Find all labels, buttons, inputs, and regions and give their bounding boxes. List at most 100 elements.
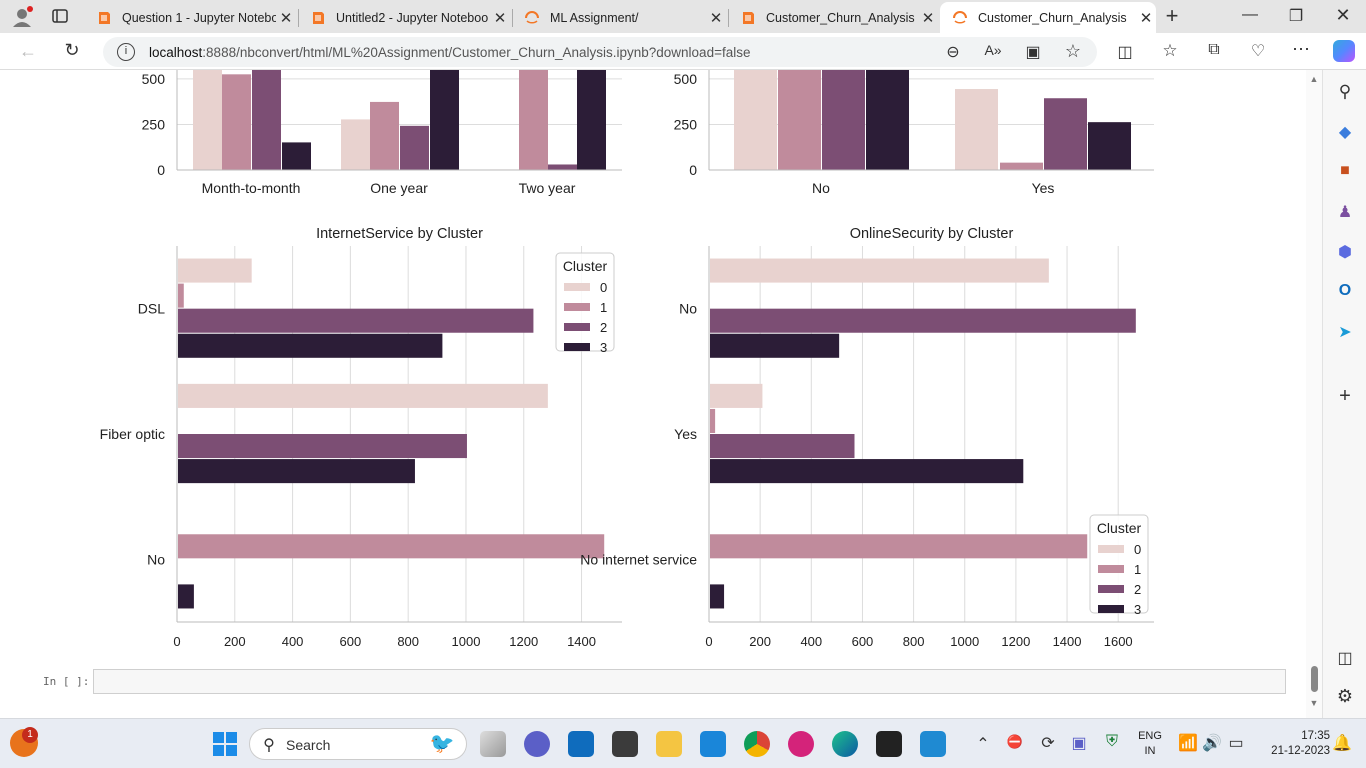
zoom-out-icon[interactable]: ⊖ [946,44,960,61]
clock-date: 21-12-2023 [1271,745,1330,757]
tab-ml-assignment[interactable]: ML Assignment/ ✕ [512,2,726,33]
x-tick-label: 1400 [567,634,596,649]
teams-tray-icon[interactable]: ▣ [1071,735,1087,752]
sync-icon[interactable]: ⟳ [1041,735,1055,752]
tab-title: Untitled2 - Jupyter Noteboo [336,10,489,25]
add-sidebar-app-icon[interactable]: + [1339,385,1351,407]
back-icon[interactable]: ← [19,41,37,61]
x-tick-label: 0 [173,634,180,649]
favorites-icon[interactable]: ☆ [1162,41,1178,60]
notification-bell-icon[interactable]: 🔔 [1332,735,1352,752]
page-scrollbar[interactable]: ▲ ▼ [1306,70,1322,718]
address-bar[interactable]: i localhost:8888/nbconvert/html/ML%20Ass… [103,37,1097,67]
top-right-bar [822,70,865,170]
games-chess-icon[interactable]: ♟ [1337,204,1353,221]
language-indicator[interactable]: ENG IN [1134,729,1166,759]
x-tick-label: 600 [852,634,874,649]
x-tick-label: 0 [705,634,712,649]
tab-customer-churn-active[interactable]: Customer_Churn_Analysis ✕ [940,2,1156,33]
window-close-icon[interactable]: ✕ [1335,5,1351,25]
code-cell-input[interactable] [93,669,1286,694]
wifi-icon[interactable]: 📶 [1178,735,1198,752]
top-left-bar [282,142,311,170]
url-path: :8888/nbconvert/html/ML%20Assignment/Cus… [202,45,751,60]
chrome-icon[interactable] [744,731,770,757]
legend-label: 0 [1134,542,1141,557]
show-hidden-icons-chevron-icon[interactable]: ⌃ [976,736,990,753]
browser-tab-bar: Question 1 - Jupyter Notebo ✕ Untitled2 … [0,0,1366,33]
hide-sidebar-icon[interactable]: ◫ [1337,650,1353,667]
edge-browser-icon[interactable] [832,731,858,757]
microsoft365-icon[interactable]: ⬢ [1338,244,1352,261]
restore-icon[interactable]: ❐ [1288,8,1304,25]
legend-swatch [1098,545,1124,553]
x-tick-label: 1400 [1053,634,1082,649]
close-icon[interactable]: ✕ [493,9,507,27]
shopping-tag-icon[interactable]: ◆ [1338,124,1352,141]
copilot-icon[interactable] [1333,40,1355,62]
profile-avatar-icon[interactable] [10,5,34,29]
browser-essentials-icon[interactable]: ♡ [1250,43,1266,60]
microsoft-store-icon[interactable] [700,731,726,757]
tab-title: Customer_Churn_Analysis - [766,10,918,25]
terminal-icon[interactable] [876,731,902,757]
x-tick-label: 800 [903,634,925,649]
jupyter-loading-icon [525,10,539,24]
close-icon[interactable]: ✕ [279,9,293,27]
more-options-icon[interactable]: ⋯ [1292,39,1310,59]
bar-cluster-1 [178,534,605,559]
tab-actions-icon[interactable] [50,7,70,27]
volume-icon[interactable]: 🔊 [1202,735,1222,752]
split-screen-icon[interactable]: ◫ [1117,44,1133,61]
top-left-bar [577,70,606,170]
reload-icon[interactable]: ↻ [64,40,80,60]
y-category-label: Yes [674,426,697,442]
outlook-icon[interactable]: O [1338,282,1352,299]
info-icon[interactable]: i [117,43,135,61]
scroll-down-icon[interactable]: ▼ [1309,698,1319,708]
search-icon[interactable]: ⚲ [1338,82,1352,101]
start-windows-icon[interactable] [212,731,238,757]
close-icon[interactable]: ✕ [921,9,935,27]
sublime-text-icon[interactable] [612,731,638,757]
top-left-bar [193,70,222,170]
bar-cluster-2 [710,434,855,459]
bar-cluster-1 [178,283,184,308]
mail-icon[interactable] [568,731,594,757]
bar-cluster-3 [178,584,194,609]
taskbar-search-box[interactable]: ⚲ Search 🐦 [249,728,467,760]
close-icon[interactable]: ✕ [709,9,723,27]
favorite-star-icon[interactable]: ☆ [1064,41,1082,61]
minimize-icon[interactable]: — [1242,6,1258,23]
collections-icon[interactable]: ⧉ [1208,41,1220,58]
app-available-icon[interactable]: ▣ [1025,44,1041,61]
file-explorer-icon[interactable] [656,731,682,757]
bar-cluster-0 [710,258,1049,283]
scrollbar-thumb[interactable] [1311,666,1318,692]
network-status-icon[interactable]: ⛔ [1006,734,1024,749]
wps-office-icon[interactable] [788,731,814,757]
scroll-up-icon[interactable]: ▲ [1309,74,1319,84]
top-left-bar [548,164,577,170]
task-view-icon[interactable] [480,731,506,757]
top-right-bar [734,70,777,170]
battery-icon[interactable]: ▭ [1228,735,1244,752]
settings-gear-icon[interactable]: ⚙ [1336,686,1354,706]
read-aloud-icon[interactable]: A» [984,42,1002,58]
close-icon[interactable]: ✕ [1139,9,1153,27]
clock[interactable]: 17:35 21-12-2023 [1252,729,1330,759]
tab-question1[interactable]: Question 1 - Jupyter Notebo ✕ [84,2,296,33]
legend-swatch [564,343,590,351]
tab-untitled2[interactable]: Untitled2 - Jupyter Noteboo ✕ [298,2,510,33]
x-tick-label: 400 [800,634,822,649]
legend-label: 1 [600,300,607,315]
security-shield-icon[interactable]: ⛨ [1105,733,1118,750]
cell-prompt: In [ ]: [43,675,90,688]
new-tab-icon[interactable]: + [1165,3,1179,28]
vscode-icon[interactable] [920,731,946,757]
drop-send-icon[interactable]: ➤ [1338,324,1352,341]
url-text[interactable]: localhost:8888/nbconvert/html/ML%20Assig… [149,45,750,60]
tools-briefcase-icon[interactable]: ■ [1340,162,1350,179]
teams-meet-icon[interactable] [524,731,550,757]
tab-customer-churn-notebook[interactable]: Customer_Churn_Analysis - ✕ [728,2,938,33]
